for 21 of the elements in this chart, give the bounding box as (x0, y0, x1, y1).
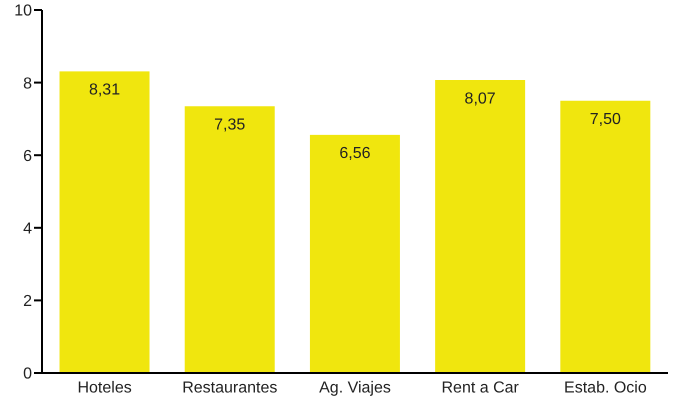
x-tick-label: Restaurantes (182, 379, 278, 396)
y-tick-label: 4 (23, 220, 32, 238)
data-label: 8,31 (88, 82, 120, 99)
x-tick-label: Rent a Car (442, 379, 520, 396)
bar (435, 80, 526, 373)
data-label: 6,56 (339, 145, 371, 162)
bar (310, 134, 400, 373)
y-tick-label: 10 (14, 2, 32, 20)
y-tick-label: 6 (23, 148, 32, 165)
y-tick-label: 8 (23, 75, 32, 92)
data-label: 7,50 (590, 111, 621, 128)
y-tick-label: 2 (23, 293, 32, 310)
x-tick-label: Ag. Viajes (319, 379, 391, 396)
x-tick-label: Hoteles (77, 379, 132, 396)
y-tick-label: 0 (23, 366, 32, 383)
data-label: 8,07 (464, 90, 496, 108)
bar (60, 71, 150, 373)
x-tick-label: Estab. Ocio (564, 379, 647, 396)
bar (184, 106, 275, 373)
data-label: 7,35 (214, 116, 246, 134)
bar (560, 100, 650, 373)
